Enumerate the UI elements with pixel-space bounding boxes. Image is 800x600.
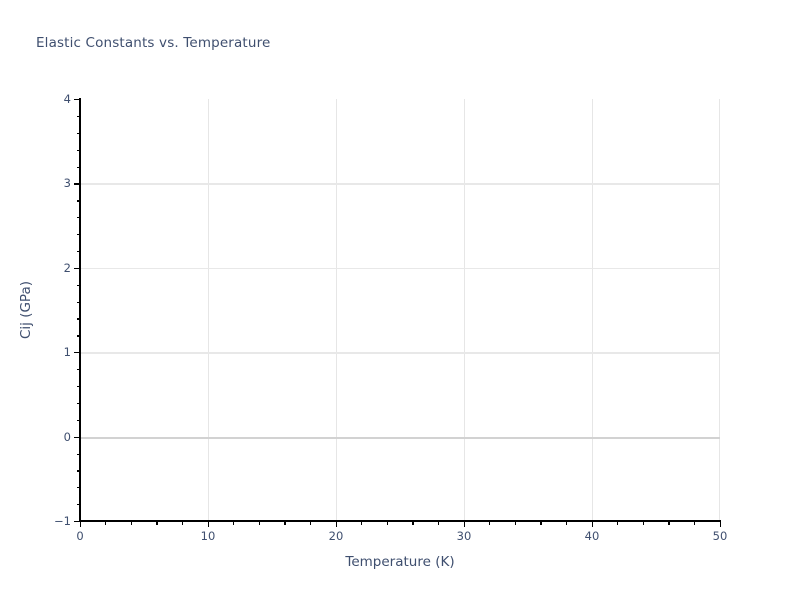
y-tick-minor bbox=[76, 504, 80, 506]
x-tick-label-10: 10 bbox=[200, 529, 216, 543]
x-tick-minor bbox=[130, 521, 132, 525]
x-tick-minor bbox=[668, 521, 670, 525]
gridline-vertical-x30 bbox=[464, 99, 466, 521]
gridline-vertical-x50 bbox=[719, 99, 721, 521]
y-tick-minor bbox=[76, 487, 80, 489]
x-tick-major-20 bbox=[335, 521, 337, 527]
y-tick-minor bbox=[76, 318, 80, 320]
y-tick-major-4 bbox=[74, 99, 80, 101]
x-tick-minor bbox=[386, 521, 388, 525]
y-tick-label-3: 3 bbox=[63, 176, 71, 191]
x-axis-spine bbox=[79, 520, 721, 522]
x-tick-major-50 bbox=[719, 521, 721, 527]
x-tick-major-10 bbox=[207, 521, 209, 527]
y-tick-minor bbox=[76, 132, 80, 135]
x-tick-label-50: 50 bbox=[712, 529, 728, 543]
x-tick-major-30 bbox=[463, 521, 465, 527]
y-tick-minor bbox=[76, 301, 80, 303]
y-tick-minor bbox=[76, 166, 80, 168]
y-axis-spine bbox=[79, 98, 81, 522]
x-tick-minor bbox=[642, 521, 644, 525]
gridline-horizontal-y0 bbox=[80, 436, 720, 439]
x-tick-minor bbox=[693, 521, 696, 525]
y-tick-label-1: 1 bbox=[63, 345, 71, 360]
gridline-vertical-x10 bbox=[208, 99, 210, 521]
gridline-vertical-x20 bbox=[336, 99, 338, 521]
plot-area bbox=[80, 99, 721, 521]
x-tick-label-0: 0 bbox=[76, 529, 84, 543]
y-tick-minor bbox=[76, 335, 80, 337]
y-tick-minor bbox=[76, 200, 80, 202]
chart-title: Elastic Constants vs. Temperature bbox=[36, 35, 271, 51]
y-axis-label: Cij (GPa) bbox=[18, 280, 34, 340]
gridline-horizontal-y1 bbox=[80, 352, 720, 354]
x-tick-minor bbox=[309, 521, 312, 525]
x-tick-minor bbox=[233, 521, 235, 525]
y-tick-major-0 bbox=[74, 436, 80, 438]
y-tick-minor bbox=[76, 369, 80, 371]
y-tick-minor bbox=[76, 149, 80, 151]
y-tick-major-3 bbox=[74, 183, 80, 185]
x-tick-label-20: 20 bbox=[328, 529, 344, 543]
x-tick-minor bbox=[105, 521, 107, 525]
y-tick-minor bbox=[76, 217, 80, 219]
x-tick-label-40: 40 bbox=[584, 529, 600, 543]
x-tick-minor bbox=[540, 521, 542, 525]
y-tick-minor bbox=[76, 385, 80, 388]
y-tick-minor bbox=[76, 250, 80, 253]
y-tick-minor bbox=[76, 115, 80, 118]
x-tick-minor bbox=[258, 521, 260, 525]
x-tick-major-40 bbox=[591, 521, 593, 527]
y-tick-minor bbox=[76, 419, 80, 421]
x-tick-minor bbox=[361, 521, 363, 525]
x-tick-major-0 bbox=[79, 521, 81, 527]
x-tick-minor bbox=[284, 521, 286, 525]
y-tick-label-neg1: −1 bbox=[54, 514, 71, 528]
y-tick-minor bbox=[76, 234, 80, 236]
y-tick-label-0: 0 bbox=[63, 429, 71, 444]
x-tick-label-30: 30 bbox=[456, 529, 472, 543]
y-tick-minor bbox=[76, 402, 80, 405]
x-tick-minor bbox=[617, 521, 619, 525]
x-axis-label: Temperature (K) bbox=[345, 554, 455, 570]
gridline-vertical-x40 bbox=[592, 99, 594, 521]
x-tick-minor bbox=[412, 521, 414, 525]
y-tick-label-4: 4 bbox=[63, 92, 71, 106]
y-tick-major-neg1 bbox=[74, 521, 80, 523]
x-tick-minor bbox=[514, 521, 516, 525]
x-tick-minor bbox=[156, 521, 158, 525]
y-tick-minor bbox=[76, 470, 80, 472]
x-tick-minor bbox=[489, 521, 491, 525]
y-tick-major-1 bbox=[74, 352, 80, 354]
gridline-horizontal-y3 bbox=[80, 183, 720, 185]
gridline-horizontal-y2 bbox=[80, 267, 720, 270]
x-tick-minor bbox=[437, 521, 440, 525]
y-tick-minor bbox=[76, 453, 80, 455]
x-tick-minor bbox=[565, 521, 568, 525]
y-tick-label-2: 2 bbox=[63, 260, 71, 275]
y-tick-major-2 bbox=[74, 267, 80, 270]
y-tick-minor bbox=[76, 284, 80, 286]
x-tick-minor bbox=[181, 521, 184, 525]
